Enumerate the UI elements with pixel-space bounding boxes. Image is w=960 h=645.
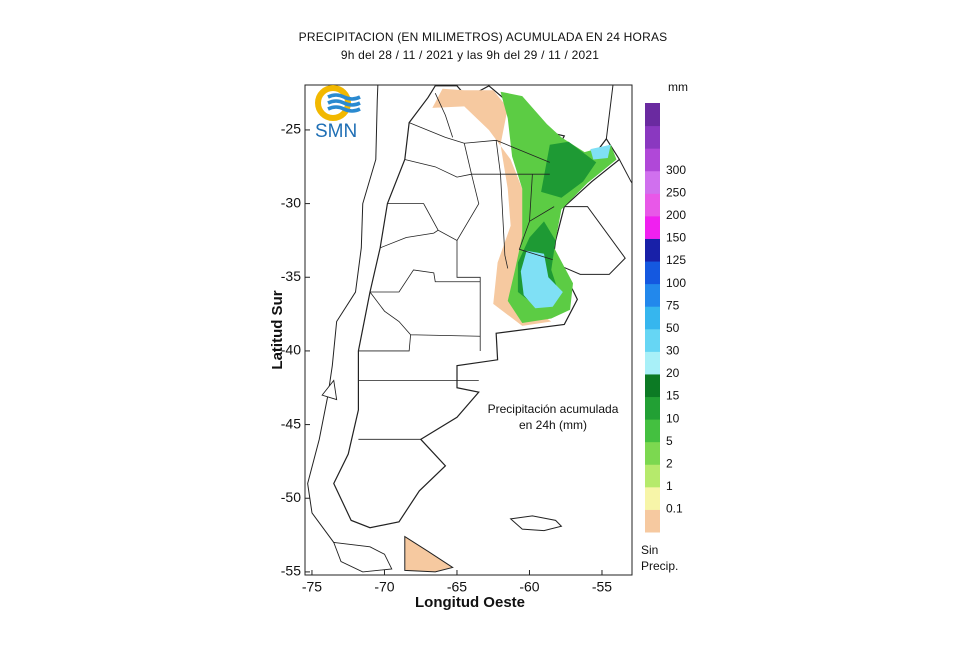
y-tick-label: -55	[281, 563, 301, 579]
legend-swatch	[645, 283, 660, 307]
y-tick-label: -40	[281, 342, 301, 358]
legend-label: 30	[666, 344, 680, 358]
legend-no-precip: Sin	[641, 543, 658, 557]
subtitle: 9h del 28 / 11 / 2021 y las 9h del 29 / …	[341, 48, 599, 62]
legend-swatch	[645, 351, 660, 375]
logo: SMN	[315, 85, 361, 142]
legend-swatch	[645, 193, 660, 217]
annotation: Precipitación acumulada	[488, 402, 619, 416]
logo-waves	[327, 93, 361, 113]
y-axis-label: Latitud Sur	[269, 290, 286, 369]
legend: mm Sin Precip. 0.11251015203050751001251…	[641, 80, 688, 573]
geography	[308, 27, 660, 572]
legend-label: 250	[666, 185, 686, 199]
logo-text: SMN	[315, 121, 357, 142]
x-tick-label: -65	[447, 579, 467, 595]
x-tick-label: -75	[302, 579, 322, 595]
legend-label: 300	[666, 163, 686, 177]
legend-label: 20	[666, 366, 680, 380]
legend-swatch	[645, 306, 660, 330]
legend-label: 2	[666, 456, 673, 470]
legend-swatch	[645, 238, 660, 262]
legend-unit: mm	[668, 80, 688, 94]
precip-field-heavy	[520, 144, 611, 309]
legend-swatch	[645, 486, 660, 510]
legend-label: 75	[666, 298, 680, 312]
legend-label: 1	[666, 479, 673, 493]
x-tick-label: -60	[519, 579, 539, 595]
legend-label: 150	[666, 231, 686, 245]
legend-label: 10	[666, 411, 680, 425]
legend-label: 5	[666, 434, 673, 448]
legend-label: 200	[666, 208, 686, 222]
legend-swatch	[645, 328, 660, 352]
legend-swatch	[645, 509, 660, 533]
legend-label: 50	[666, 321, 680, 335]
y-tick-label: -45	[281, 415, 301, 431]
legend-swatch	[645, 396, 660, 420]
legend-swatch	[645, 419, 660, 443]
legend-swatch	[645, 261, 660, 285]
tierra-del-fuego	[405, 537, 453, 572]
y-tick-label: -50	[281, 489, 301, 505]
legend-label: 0.1	[666, 502, 683, 516]
x-axis-label: Longitud Oeste	[415, 594, 525, 611]
legend-label: 100	[666, 276, 686, 290]
y-tick-label: -35	[281, 268, 301, 284]
legend-swatch	[645, 441, 660, 465]
legend-swatch	[645, 125, 660, 149]
legend-no-precip: Precip.	[641, 559, 678, 573]
neighbour-borders	[308, 27, 660, 557]
x-tick-label: -55	[592, 579, 612, 595]
province-borders	[358, 93, 554, 439]
falklands	[511, 516, 562, 531]
chile-islands	[322, 380, 392, 571]
map-frame	[304, 84, 633, 576]
legend-label: 125	[666, 253, 686, 267]
legend-swatch	[645, 103, 660, 127]
y-tick-label: -30	[281, 194, 301, 210]
title: PRECIPITACION (EN MILIMETROS) ACUMULADA …	[299, 30, 668, 44]
x-tick-label: -70	[374, 579, 394, 595]
legend-swatch	[645, 148, 660, 172]
annotation: en 24h (mm)	[519, 418, 587, 432]
legend-swatch	[645, 373, 660, 398]
legend-swatch	[645, 170, 660, 194]
legend-swatch	[645, 464, 660, 488]
legend-swatch	[645, 215, 660, 239]
y-tick-label: -25	[281, 121, 301, 137]
map-area	[304, 27, 660, 576]
legend-label: 15	[666, 389, 680, 403]
